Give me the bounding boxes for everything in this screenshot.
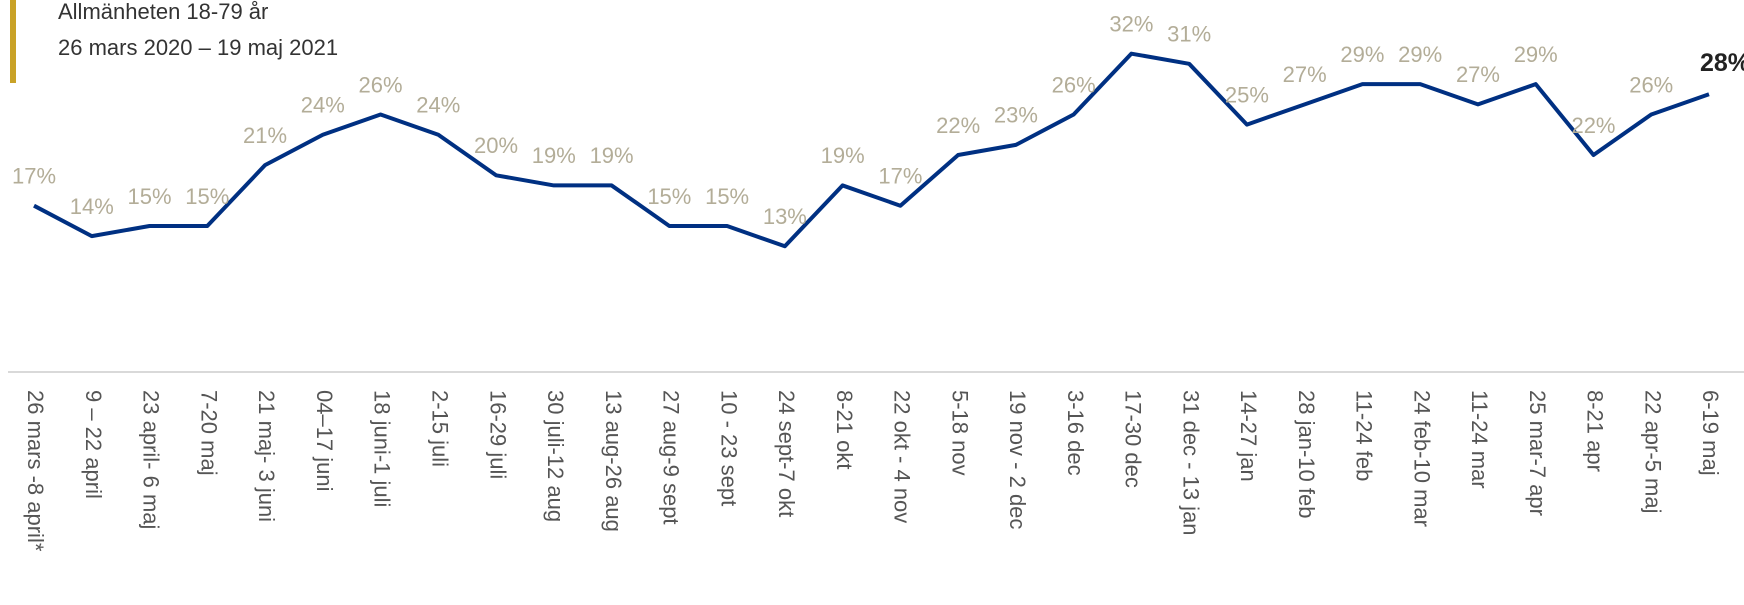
x-tick-label: 3-16 dec [1063, 390, 1088, 476]
data-label: 22% [1571, 113, 1615, 138]
x-tick-label: 8-21 okt [832, 390, 857, 470]
data-label: 23% [994, 103, 1038, 128]
chart-subtitle: 26 mars 2020 – 19 maj 2021 [58, 35, 338, 60]
data-label: 29% [1514, 42, 1558, 67]
x-tick-label: 13 aug-26 aug [601, 390, 626, 532]
data-label: 31% [1167, 22, 1211, 47]
x-tick-label: 21 maj- 3 juni [254, 390, 279, 522]
x-tick-label: 16-29 juli [485, 390, 510, 479]
x-tick-label: 11-24 feb [1352, 390, 1377, 481]
data-label: 26% [359, 72, 403, 97]
x-tick-label: 22 okt - 4 nov [890, 390, 915, 523]
x-tick-label: 24 sept-7 okt [774, 390, 799, 517]
data-label: 25% [1225, 82, 1269, 107]
data-label: 17% [878, 164, 922, 189]
data-label: 29% [1340, 42, 1384, 67]
data-label: 19% [590, 143, 634, 168]
data-label: 14% [70, 194, 114, 219]
x-tick-label: 31 dec - 13 jan [1178, 390, 1203, 536]
data-label: 26% [1629, 72, 1673, 97]
data-label: 28% [1700, 49, 1744, 77]
data-label: 29% [1398, 42, 1442, 67]
x-tick-label: 23 april- 6 maj [139, 390, 164, 529]
data-label: 15% [185, 184, 229, 209]
data-label: 15% [127, 184, 171, 209]
data-label: 22% [936, 113, 980, 138]
data-label: 20% [474, 133, 518, 158]
accent-bar [10, 0, 16, 83]
x-tick-label: 11-24 mar [1467, 390, 1492, 489]
x-tick-label: 8-21 apr [1583, 390, 1608, 472]
x-tick-label: 27 aug-9 sept [659, 390, 684, 525]
data-label: 19% [821, 143, 865, 168]
data-label: 24% [416, 93, 460, 118]
data-line [33, 51, 1710, 249]
x-tick-label: 19 nov - 2 dec [1005, 390, 1030, 529]
data-label: 32% [1109, 11, 1153, 36]
x-tick-label: 04–17 juni [312, 390, 337, 492]
data-label: 21% [243, 123, 287, 148]
x-tick-label: 28 jan-10 feb [1294, 390, 1319, 518]
data-label: 15% [705, 184, 749, 209]
x-tick-label: 2-15 juli [427, 390, 452, 467]
data-label: 26% [1052, 72, 1096, 97]
x-tick-label: 30 juli-12 aug [543, 390, 568, 522]
x-tick-label: 25 mar-7 apr [1525, 390, 1550, 516]
x-tick-label: 26 mars -8 april* [23, 390, 48, 552]
data-label: 15% [647, 184, 691, 209]
x-tick-label: 17-30 dec [1121, 390, 1146, 488]
x-tick-label: 6-19 maj [1698, 390, 1723, 476]
x-tick-label: 14-27 jan [1236, 390, 1261, 482]
data-label: 27% [1283, 62, 1327, 87]
data-label: 17% [12, 164, 56, 189]
chart-title: Allmänheten 18-79 år [58, 0, 268, 24]
x-tick-label: 10 - 23 sept [716, 390, 741, 506]
x-tick-label: 7-20 maj [196, 390, 221, 476]
x-tick-label: 5-18 nov [947, 390, 972, 476]
data-label: 27% [1456, 62, 1500, 87]
data-label: 13% [763, 204, 807, 229]
x-tick-label: 22 apr-5 maj [1640, 390, 1665, 514]
data-label: 24% [301, 93, 345, 118]
x-tick-label: 18 juni-1 juli [370, 390, 395, 507]
x-tick-label: 24 feb-10 mar [1409, 390, 1434, 527]
data-label: 19% [532, 143, 576, 168]
x-tick-label: 9 – 22 april [81, 390, 106, 499]
